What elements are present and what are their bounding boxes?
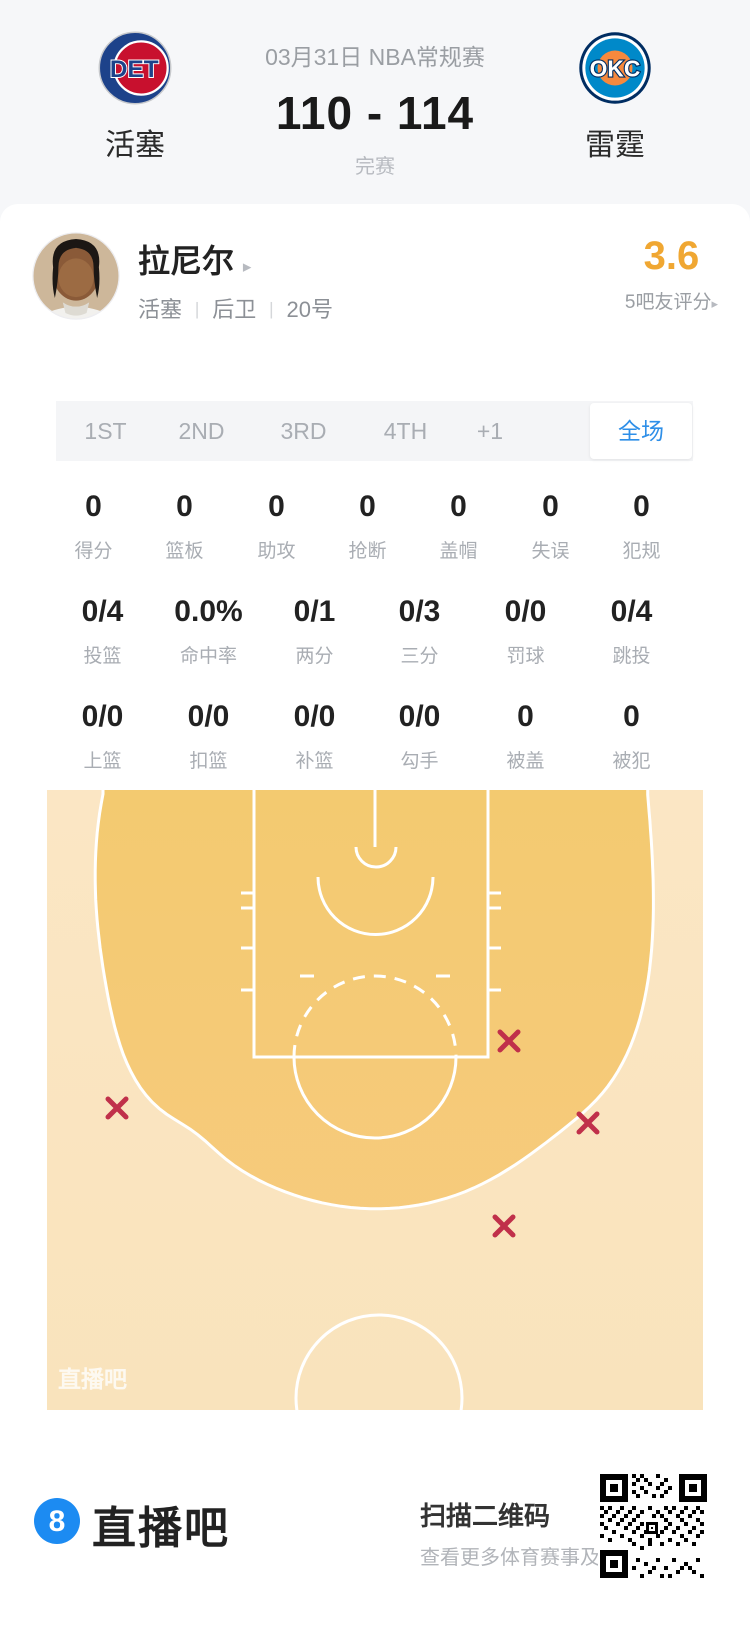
- svg-text:DET: DET: [110, 56, 159, 83]
- svg-text:OKC: OKC: [590, 55, 641, 81]
- svg-text:直播吧: 直播吧: [58, 1366, 127, 1392]
- svg-text:8: 8: [49, 1505, 66, 1538]
